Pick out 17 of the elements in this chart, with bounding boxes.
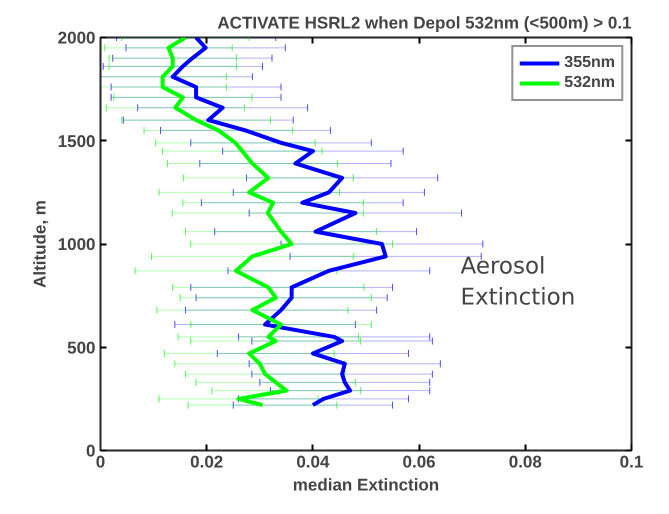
y-tick-label: 1000 — [58, 235, 96, 254]
y-tick-label: 2000 — [58, 28, 96, 48]
y-tick-label: 1500 — [58, 132, 96, 151]
x-tick-label: 0.08 — [508, 452, 542, 472]
x-tick-label: 0.06 — [402, 452, 436, 472]
annotation: Aerosol Extinction — [460, 253, 576, 310]
chart-title: ACTIVATE HSRL2 when Depol 532nm (<500m) > 0.1 — [217, 14, 632, 32]
x-tick-label: 0.04 — [296, 452, 330, 472]
legend-label: 355nm — [564, 54, 615, 72]
line-series — [170, 38, 388, 408]
x-tick-label: 0.1 — [620, 452, 644, 472]
x-tick-label: 0.02 — [190, 452, 224, 472]
y-axis-title: Altitude, m — [30, 200, 50, 288]
legend-label: 532nm — [564, 74, 615, 92]
line-series — [160, 38, 294, 408]
y-tick-label: 500 — [67, 338, 96, 358]
x-axis-title: median Extinction — [292, 476, 440, 494]
